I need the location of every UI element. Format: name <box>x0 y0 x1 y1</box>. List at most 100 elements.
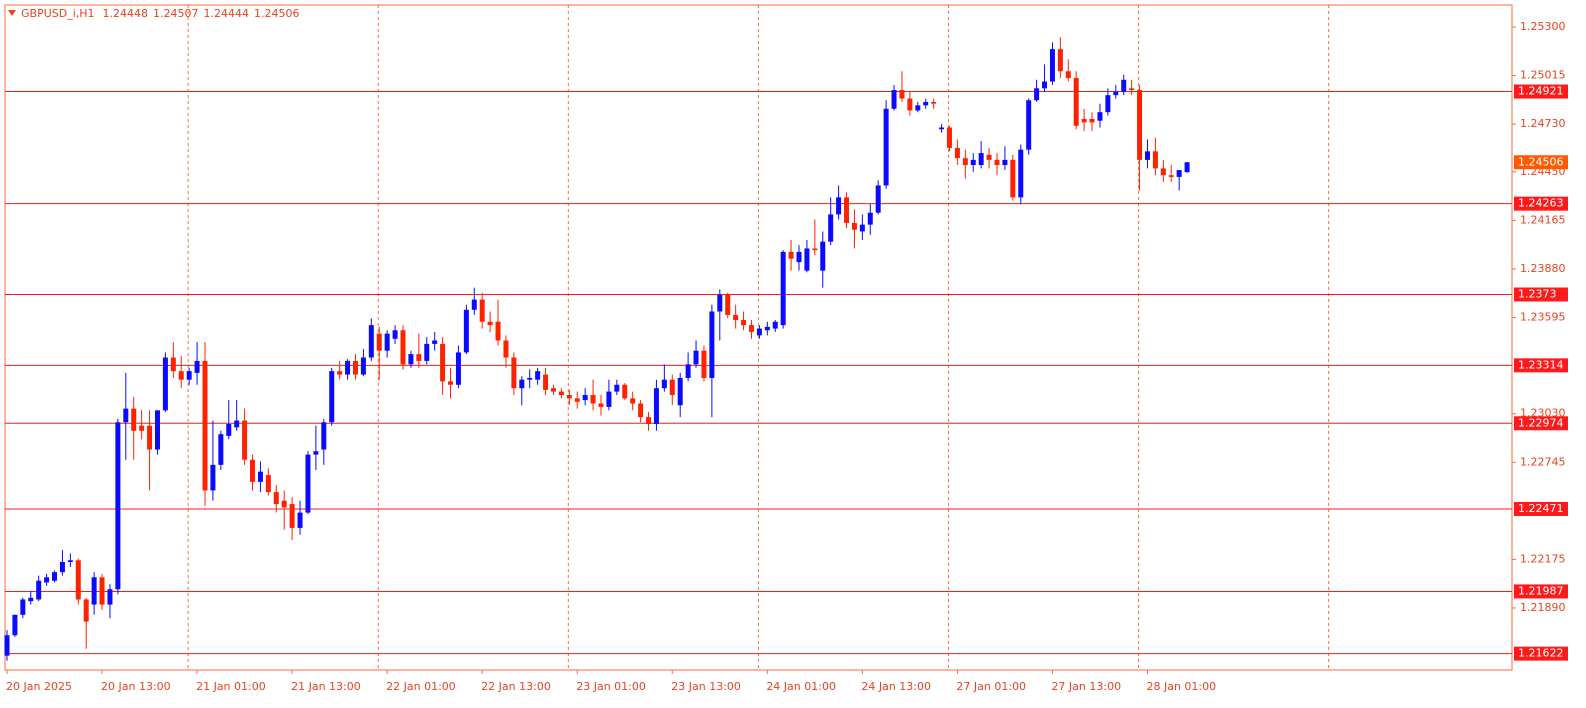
candle-body <box>440 343 446 382</box>
candle-body <box>923 101 929 106</box>
candle-body <box>147 425 153 450</box>
candle-body <box>939 127 945 130</box>
candle-body <box>891 90 897 109</box>
x-tick-label: 22 Jan 01:00 <box>386 680 456 693</box>
candle-body <box>1113 91 1119 96</box>
level-label: 1.22974 <box>1518 416 1564 429</box>
candle-body <box>83 599 89 622</box>
y-tick-label: 1.25300 <box>1520 20 1566 33</box>
candle-body <box>297 512 303 528</box>
candle-body <box>139 425 145 431</box>
candle-body <box>1097 112 1103 121</box>
level-label: 1.21622 <box>1518 647 1564 660</box>
candle-body <box>44 577 50 583</box>
candle-body <box>99 577 105 605</box>
level-label: 1.23314 <box>1518 358 1564 371</box>
candle-body <box>638 403 644 418</box>
x-tick-label: 28 Jan 01:00 <box>1146 680 1216 693</box>
candle-body <box>289 504 295 528</box>
candle-body <box>899 90 905 99</box>
candle-body <box>123 408 129 423</box>
candle-body <box>646 417 652 424</box>
candle-body <box>1105 95 1111 113</box>
candle-body <box>432 340 438 344</box>
candle-body <box>376 333 382 351</box>
candle-body <box>1049 49 1055 82</box>
level-label: 1.22471 <box>1518 502 1564 515</box>
candle-body <box>741 320 747 326</box>
candle-body <box>527 377 533 380</box>
candle-body <box>511 357 517 389</box>
candle-body <box>257 471 263 482</box>
candle-body <box>218 434 224 465</box>
chart-title: GBPUSD_i,H1 <box>21 7 95 20</box>
level-box <box>1514 287 1568 302</box>
candle-body <box>186 371 192 380</box>
candle-body <box>91 577 97 605</box>
candle-body <box>653 388 659 424</box>
candle-body <box>915 105 921 111</box>
candle-body <box>479 299 485 322</box>
candle-body <box>1089 118 1095 123</box>
candle-body <box>400 330 406 365</box>
current-price-box <box>1514 155 1568 170</box>
candle-body <box>883 108 889 186</box>
level-box <box>1514 501 1568 516</box>
candle-body <box>202 360 208 491</box>
y-tick-label: 1.24730 <box>1520 117 1566 130</box>
candle-body <box>606 391 612 407</box>
candle-body <box>337 371 343 375</box>
candle-body <box>931 101 937 104</box>
candle-body <box>4 635 10 656</box>
level-label: 1.24921 <box>1518 85 1564 98</box>
candle-body <box>495 321 501 341</box>
candle-body <box>265 475 271 493</box>
candle-body <box>994 159 1000 165</box>
candle-body <box>677 377 683 406</box>
current-price-label: 1.24506 <box>1518 155 1564 168</box>
candle-body <box>1160 168 1166 176</box>
candle-body <box>907 98 913 111</box>
candle-body <box>345 360 351 375</box>
candle-body <box>1137 90 1143 160</box>
collapse-arrow[interactable] <box>8 10 16 16</box>
candle-body <box>360 357 366 375</box>
candle-body <box>273 492 279 505</box>
candle-body <box>28 597 34 602</box>
candle-body <box>709 311 715 378</box>
candle-body <box>1010 159 1016 198</box>
candle-body <box>1168 175 1174 177</box>
x-tick-label: 21 Jan 01:00 <box>196 680 266 693</box>
x-tick-label: 23 Jan 13:00 <box>671 680 741 693</box>
candle-body <box>1026 100 1032 150</box>
candle-body <box>392 330 398 339</box>
candle-body <box>867 212 873 225</box>
level-label: 1.24263 <box>1518 197 1564 210</box>
candle-body <box>1081 118 1087 123</box>
candle-body <box>780 251 786 326</box>
candle-body <box>851 222 857 230</box>
candle-body <box>416 354 422 361</box>
candle-body <box>1065 71 1071 79</box>
candle-body <box>448 381 454 385</box>
candle-body <box>471 299 477 310</box>
x-tick-label: 24 Jan 13:00 <box>861 680 931 693</box>
x-tick-label: 20 Jan 13:00 <box>101 680 171 693</box>
x-tick-label: 24 Jan 01:00 <box>766 680 836 693</box>
candle-body <box>59 561 65 573</box>
candle-body <box>162 357 168 411</box>
candle-body <box>75 560 81 600</box>
candle-body <box>946 127 952 148</box>
candle-body <box>1034 88 1040 101</box>
y-tick-label: 1.22175 <box>1520 552 1566 565</box>
header-price: 1.24444 <box>204 7 250 20</box>
candle-body <box>558 391 564 396</box>
candle-body <box>764 326 770 331</box>
x-tick-label: 22 Jan 13:00 <box>481 680 551 693</box>
candle-body <box>20 599 26 615</box>
x-tick-label: 27 Jan 13:00 <box>1051 680 1121 693</box>
candle-body <box>875 185 881 213</box>
y-tick-label: 1.21890 <box>1520 601 1566 614</box>
candle-body <box>788 251 794 259</box>
candle-body <box>828 214 834 242</box>
